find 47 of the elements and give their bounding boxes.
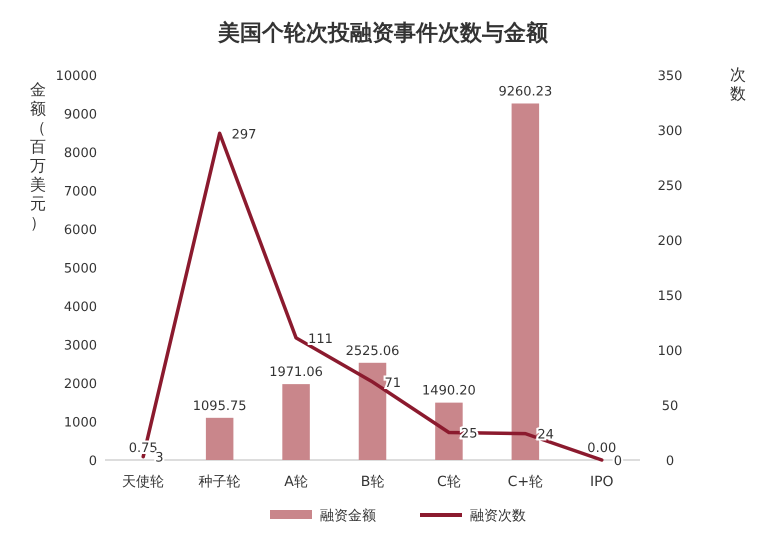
data-label: 2525.06: [346, 344, 400, 359]
x-tick-label: C+轮: [508, 474, 544, 490]
y-tick-label: 4000: [64, 300, 97, 315]
y2-tick-label: 350: [658, 69, 682, 84]
y2-tick-label: 250: [658, 179, 682, 194]
legend-label: 融资金额: [320, 508, 376, 524]
y-tick-label: 5000: [64, 262, 97, 276]
data-label: 111: [308, 332, 333, 347]
data-label: 0.00: [587, 441, 616, 456]
y-tick-label: 1000: [64, 416, 97, 430]
y-tick-label: 2000: [64, 377, 97, 392]
y-tick-label: 8000: [64, 146, 97, 161]
data-label: 297: [232, 127, 256, 142]
y-axis-title: 金额（百万美元）: [30, 80, 46, 232]
x-tick-label: 天使轮: [122, 474, 164, 490]
data-label: 25: [460, 426, 478, 442]
x-tick-label: A轮: [284, 474, 308, 490]
y2-tick-label: 50: [662, 399, 678, 414]
bar: [512, 103, 540, 460]
y2-tick-label: 100: [658, 344, 682, 359]
data-label: 1095.75: [192, 398, 247, 414]
y2-tick-label: 300: [658, 124, 682, 139]
data-label: 9260.23: [498, 84, 552, 100]
bar: [206, 418, 234, 460]
y-tick-label: 9000: [64, 108, 97, 122]
x-tick-label: IPO: [590, 474, 614, 490]
y-tick-label: 6000: [64, 223, 97, 238]
y2-tick-label: 200: [658, 234, 682, 249]
legend-label: 融资次数: [470, 508, 526, 524]
data-label: 0: [614, 454, 622, 469]
bar: [358, 362, 386, 460]
x-tick-label: B轮: [360, 474, 384, 490]
x-tick-label: C轮: [437, 474, 461, 490]
bar: [282, 384, 310, 460]
y-tick-label: 10000: [56, 69, 97, 84]
y2-axis-title: 次数: [730, 65, 746, 103]
y-tick-label: 0: [88, 454, 97, 469]
data-label: 1971.06: [269, 365, 323, 380]
y2-tick-label: 150: [658, 289, 682, 304]
y-tick-label: 7000: [64, 184, 97, 200]
y-tick-label: 3000: [64, 338, 97, 354]
chart-title: 美国个轮次投融资事件次数与金额: [217, 20, 549, 46]
data-label: 3: [155, 450, 164, 466]
bar: [435, 402, 463, 460]
y2-tick-label: 0: [666, 454, 674, 469]
data-label: 1490.20: [422, 384, 476, 399]
x-tick-label: 种子轮: [198, 474, 241, 490]
